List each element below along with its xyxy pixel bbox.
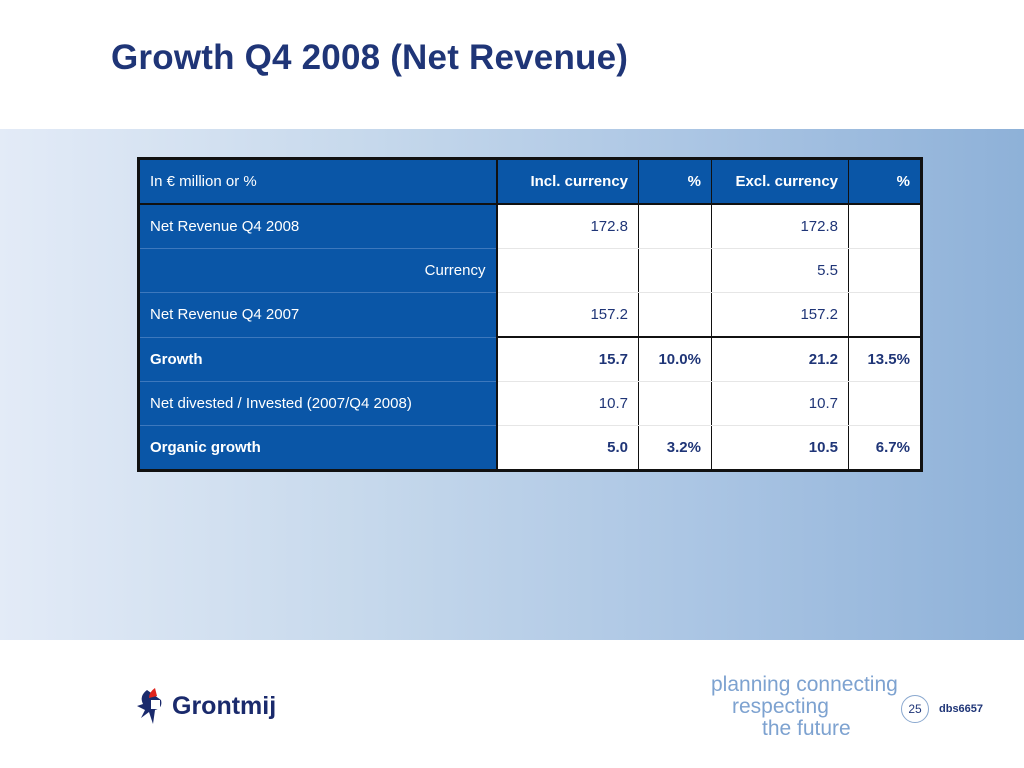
table-cell: 15.7 [496, 336, 639, 382]
tagline-line-2: respecting [732, 695, 829, 718]
table-row: Growth 15.7 10.0% 21.2 13.5% [138, 336, 922, 382]
table-cell: 10.0% [638, 336, 712, 382]
table-cell: 21.2 [711, 336, 849, 382]
table-cell [848, 381, 922, 426]
header-label: In € million or % [138, 158, 498, 205]
table-row: Organic growth 5.0 3.2% 10.5 6.7% [138, 425, 922, 471]
revenue-table: In € million or % Incl. currency % Excl.… [137, 157, 923, 472]
header-incl-percent: % [638, 158, 712, 205]
table-cell [848, 248, 922, 293]
table-header-row: In € million or % Incl. currency % Excl.… [138, 158, 922, 205]
slide-title: Growth Q4 2008 (Net Revenue) [111, 38, 629, 77]
row-label: Net divested / Invested (2007/Q4 2008) [138, 381, 498, 426]
page-number: 25 [901, 695, 929, 723]
header-excl-percent: % [848, 158, 922, 205]
table-cell: 157.2 [496, 292, 639, 338]
table-cell: 6.7% [848, 425, 922, 471]
table-cell [638, 381, 712, 426]
table-cell: 172.8 [496, 204, 639, 249]
table-cell [638, 292, 712, 338]
table-row: Currency 5.5 [138, 248, 922, 293]
header-excl-currency: Excl. currency [711, 158, 849, 205]
row-label: Net Revenue Q4 2007 [138, 292, 498, 338]
table-cell [496, 248, 639, 293]
table-row: Net divested / Invested (2007/Q4 2008) 1… [138, 381, 922, 426]
row-label: Organic growth [138, 425, 498, 471]
tagline-line-3: the future [762, 717, 851, 740]
table-cell [638, 248, 712, 293]
table-row: Net Revenue Q4 2007 157.2 157.2 [138, 292, 922, 338]
row-label: Currency [138, 248, 498, 293]
table-cell: 157.2 [711, 292, 849, 338]
table-cell [848, 204, 922, 249]
table-row: Net Revenue Q4 2008 172.8 172.8 [138, 204, 922, 249]
row-label: Net Revenue Q4 2008 [138, 204, 498, 249]
table-cell: 10.5 [711, 425, 849, 471]
table-cell [638, 204, 712, 249]
row-label: Growth [138, 336, 498, 382]
header-incl-currency: Incl. currency [496, 158, 639, 205]
table-cell: 10.7 [496, 381, 639, 426]
table-cell: 172.8 [711, 204, 849, 249]
table-cell: 5.5 [711, 248, 849, 293]
table-cell [848, 292, 922, 338]
grontmij-logo-icon [137, 688, 162, 724]
table-cell: 10.7 [711, 381, 849, 426]
tagline-line-1: planning connecting [711, 673, 898, 696]
table-cell: 13.5% [848, 336, 922, 382]
document-code: dbs6657 [939, 703, 984, 715]
table-cell: 3.2% [638, 425, 712, 471]
table-cell: 5.0 [496, 425, 639, 471]
brand-name: Grontmij [172, 692, 277, 720]
